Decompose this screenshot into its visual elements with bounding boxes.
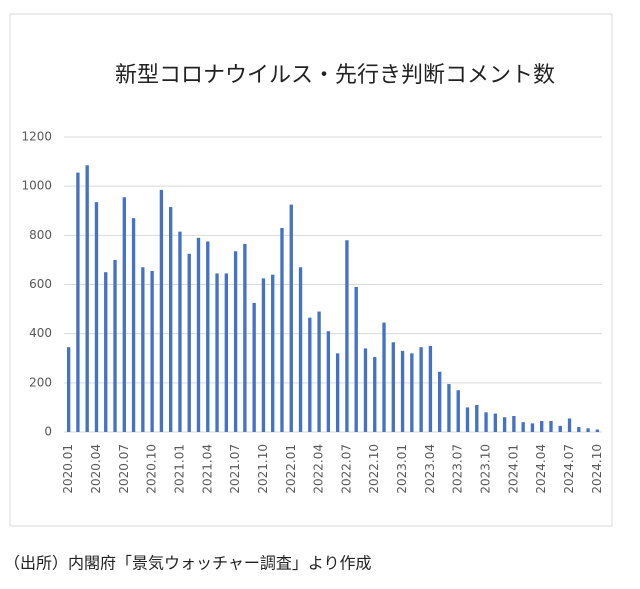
x-tick-label: 2020.04: [89, 444, 103, 494]
x-tick-label: 2021.04: [200, 444, 214, 494]
bar: [308, 317, 312, 432]
bar: [85, 165, 89, 433]
x-tick-label: 2024.10: [590, 444, 604, 494]
x-tick-label: 2023.10: [479, 444, 493, 494]
bar: [326, 331, 331, 432]
x-tick-label: 2021.10: [256, 444, 270, 494]
bar: [577, 427, 581, 432]
bar: [558, 425, 562, 432]
bar: [354, 286, 358, 432]
bar: [335, 353, 340, 432]
bar: [178, 231, 182, 432]
bar: [215, 273, 219, 432]
y-tick-label: 1000: [21, 179, 52, 193]
bar: [224, 273, 228, 432]
bar: [271, 274, 275, 432]
bar: [104, 272, 108, 432]
bar: [141, 267, 145, 432]
bar: [233, 251, 238, 432]
bar: [252, 302, 256, 432]
x-tick-label: 2023.04: [423, 444, 437, 494]
source-note: （出所）内閣府「景気ウォッチャー調査」より作成: [4, 554, 372, 573]
bar: [243, 243, 247, 432]
x-tick-label: 2024.04: [534, 444, 548, 494]
bar: [512, 416, 516, 432]
bar: [196, 237, 201, 432]
x-tick-label: 2023.01: [395, 444, 409, 494]
bar: [410, 353, 414, 432]
bar: [345, 240, 349, 432]
y-tick-label: 600: [29, 277, 52, 291]
bar: [438, 371, 442, 432]
bar: [280, 227, 284, 432]
bar: [363, 348, 368, 432]
y-tick-label: 400: [29, 326, 52, 340]
bar: [289, 204, 293, 432]
bar: [150, 270, 154, 432]
bar: [169, 207, 173, 432]
bar: [187, 253, 191, 432]
chart-frame: [9, 13, 613, 527]
bar: [428, 345, 433, 432]
bar: [521, 422, 525, 432]
bar: [549, 420, 553, 432]
x-tick-label: 2022.07: [339, 444, 353, 494]
bar: [94, 202, 99, 432]
bar: [586, 428, 590, 432]
x-tick-label: 2021.01: [172, 444, 186, 494]
bar: [66, 347, 71, 432]
bar: [113, 259, 117, 432]
bar: [595, 429, 600, 432]
y-tick-label: 200: [29, 375, 52, 389]
x-tick-label: 2021.07: [228, 444, 242, 494]
bar: [382, 322, 386, 432]
bar: [131, 218, 136, 432]
bar: [317, 311, 321, 432]
bar: [298, 267, 303, 432]
x-tick-label: 2020.10: [145, 444, 159, 494]
y-tick-label: 800: [29, 228, 52, 242]
x-tick-label: 2022.04: [312, 444, 326, 494]
x-tick-label: 2020.01: [61, 444, 75, 494]
bar: [567, 418, 572, 432]
bar: [400, 350, 405, 432]
bar: [391, 342, 395, 432]
bar: [206, 241, 210, 432]
bar: [540, 420, 544, 432]
bar: [465, 407, 470, 432]
bar: [373, 357, 377, 432]
bar: [502, 417, 507, 432]
x-tick-label: 2020.07: [117, 444, 131, 494]
y-tick-label: 1200: [21, 130, 52, 144]
bar: [122, 197, 126, 432]
bar: [159, 189, 164, 432]
bar: [493, 413, 497, 432]
y-tick-label: 0: [44, 425, 52, 439]
x-tick-label: 2022.01: [284, 444, 298, 494]
chart-title: 新型コロナウイルス・先行き判断コメント数: [115, 63, 555, 88]
bar: [475, 404, 479, 432]
x-tick-label: 2024.01: [506, 444, 520, 494]
bar: [76, 172, 80, 433]
bar: [447, 384, 451, 432]
x-tick-label: 2023.07: [451, 444, 465, 494]
bar: [261, 278, 266, 432]
bar: [419, 347, 423, 432]
bar: [530, 423, 535, 432]
bar: [456, 390, 460, 432]
x-tick-label: 2022.10: [367, 444, 381, 494]
x-tick-label: 2024.07: [562, 444, 576, 494]
bar: [484, 412, 488, 432]
